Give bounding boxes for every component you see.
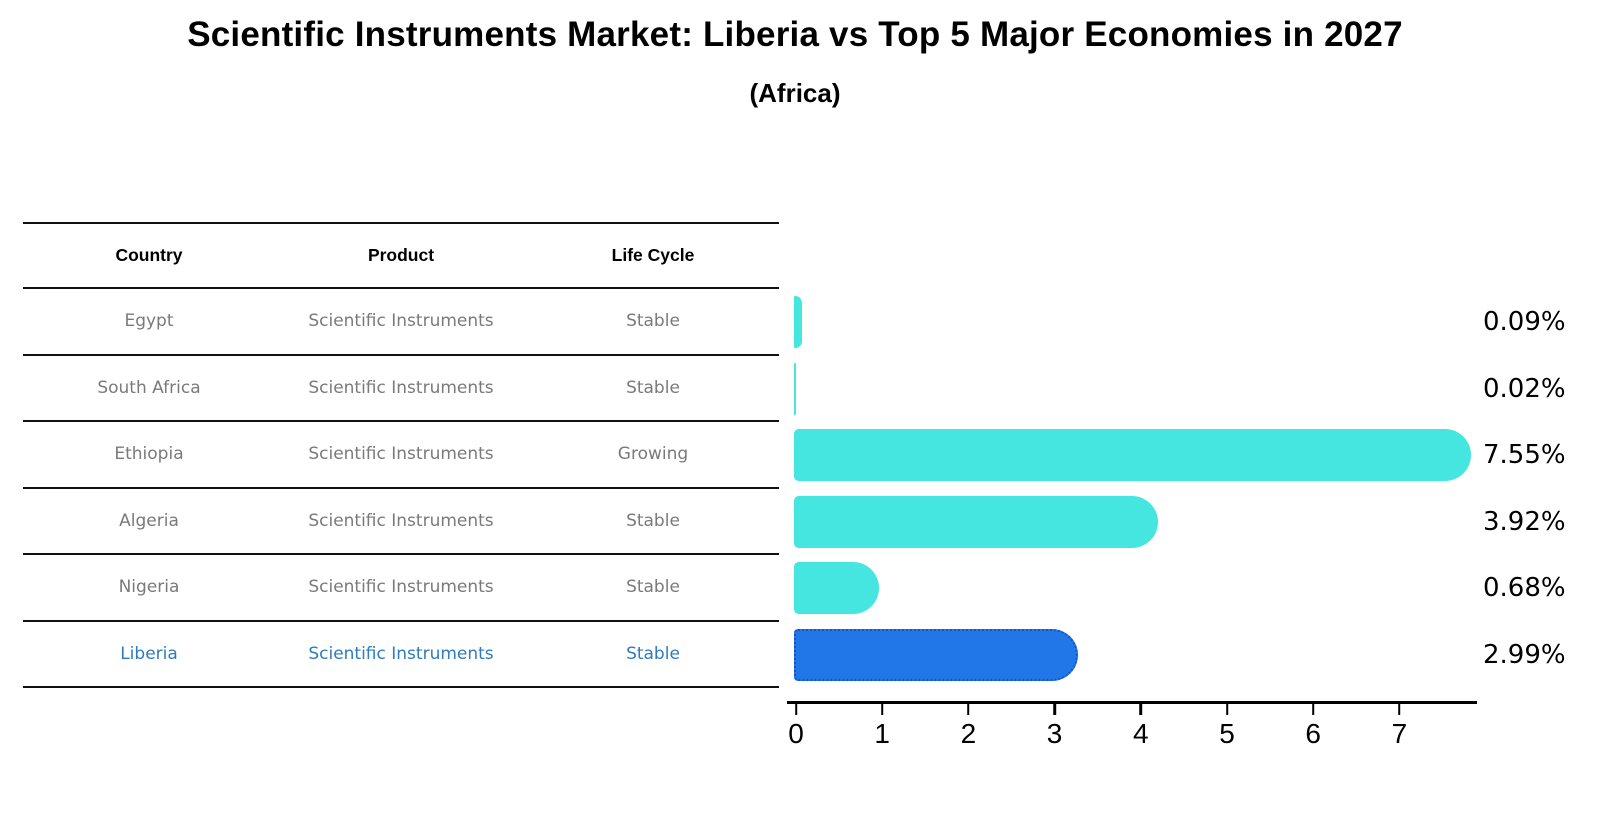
x-axis-tick-mark	[880, 704, 884, 715]
cell-product: Scientific Instruments	[308, 643, 494, 664]
value-label-liberia: 2.99%	[1483, 639, 1566, 670]
x-axis-tick: 0	[788, 704, 804, 750]
cell-life-cycle: Stable	[626, 643, 680, 664]
table-row-liberia: Liberia Scientific Instruments Stable	[23, 622, 779, 688]
bar-ethiopia	[794, 429, 1471, 481]
table-row-nigeria: Nigeria Scientific Instruments Stable	[23, 555, 779, 622]
bar-south-africa	[794, 362, 796, 415]
table-header-row: Country Product Life Cycle	[23, 222, 779, 289]
cell-life-cycle: Stable	[626, 311, 680, 332]
bar-liberia	[794, 628, 1078, 681]
cell-country: Algeria	[119, 510, 179, 531]
cell-life-cycle: Stable	[626, 377, 680, 398]
cell-life-cycle: Stable	[626, 577, 680, 598]
bar-egypt	[794, 296, 802, 348]
value-label-ethiopia: 7.55%	[1483, 440, 1566, 470]
x-axis-tick-label: 1	[874, 718, 890, 749]
chart-title: Scientific Instruments Market: Liberia v…	[187, 15, 1403, 54]
cell-country: Liberia	[120, 643, 178, 664]
column-header-product: Product	[367, 245, 435, 265]
table-row-egypt: Egypt Scientific Instruments Stable	[23, 289, 779, 356]
cell-country: Egypt	[124, 311, 174, 332]
x-axis-tick: 4	[1133, 704, 1149, 750]
x-axis-tick-label: 2	[960, 718, 977, 749]
cell-product: Scientific Instruments	[308, 577, 494, 598]
x-axis-tick-mark	[967, 704, 970, 715]
cell-country: Nigeria	[118, 577, 180, 598]
x-axis-tick: 6	[1305, 704, 1321, 750]
cell-product: Scientific Instruments	[308, 377, 494, 398]
value-label-algeria: 3.92%	[1483, 506, 1566, 537]
x-axis-tick: 5	[1219, 704, 1235, 750]
x-axis-tick-mark	[1311, 704, 1315, 715]
table-row-algeria: Algeria Scientific Instruments Stable	[23, 489, 779, 555]
cell-country: South Africa	[97, 377, 201, 398]
value-label-south-africa: 0.02%	[1483, 373, 1566, 404]
x-axis-line	[787, 701, 1477, 704]
x-axis-tick-label: 0	[788, 718, 804, 749]
x-axis-tick-mark	[1053, 704, 1056, 715]
cell-life-cycle: Growing	[617, 444, 689, 465]
table-row-south-africa: South Africa Scientific Instruments Stab…	[23, 356, 779, 422]
x-axis-tick-label: 3	[1046, 718, 1063, 749]
value-label-egypt: 0.09%	[1483, 307, 1566, 337]
x-axis-tick-label: 7	[1391, 718, 1408, 749]
cell-country: Ethiopia	[114, 444, 184, 465]
column-header-country: Country	[115, 245, 183, 265]
cell-product: Scientific Instruments	[308, 311, 494, 332]
info-table: Country Product Life Cycle Egypt Scienti…	[23, 222, 779, 688]
x-axis-tick-mark	[794, 704, 798, 715]
x-axis-tick: 1	[874, 704, 890, 750]
cell-product: Scientific Instruments	[308, 444, 494, 465]
x-axis-tick-mark	[1139, 704, 1143, 715]
chart-header: Scientific Instruments Market: Liberia v…	[0, 0, 1590, 109]
x-axis-tick-label: 5	[1219, 718, 1235, 749]
x-axis-tick: 2	[960, 704, 977, 750]
cell-life-cycle: Stable	[626, 510, 680, 531]
x-axis-tick-label: 4	[1133, 718, 1149, 749]
cell-product: Scientific Instruments	[308, 510, 494, 531]
table-row-ethiopia: Ethiopia Scientific Instruments Growing	[23, 422, 779, 489]
x-axis-tick: 7	[1391, 704, 1408, 750]
x-axis-tick-mark	[1225, 704, 1229, 715]
column-header-life-cycle: Life Cycle	[611, 245, 695, 265]
value-label-nigeria: 0.68%	[1483, 573, 1566, 603]
x-axis-tick-label: 6	[1305, 718, 1321, 749]
x-axis-tick: 3	[1046, 704, 1063, 750]
chart-subtitle: (Africa)	[749, 78, 841, 108]
x-axis-tick-mark	[1398, 704, 1401, 715]
bar-nigeria	[794, 562, 879, 614]
bar-algeria	[794, 495, 1158, 548]
